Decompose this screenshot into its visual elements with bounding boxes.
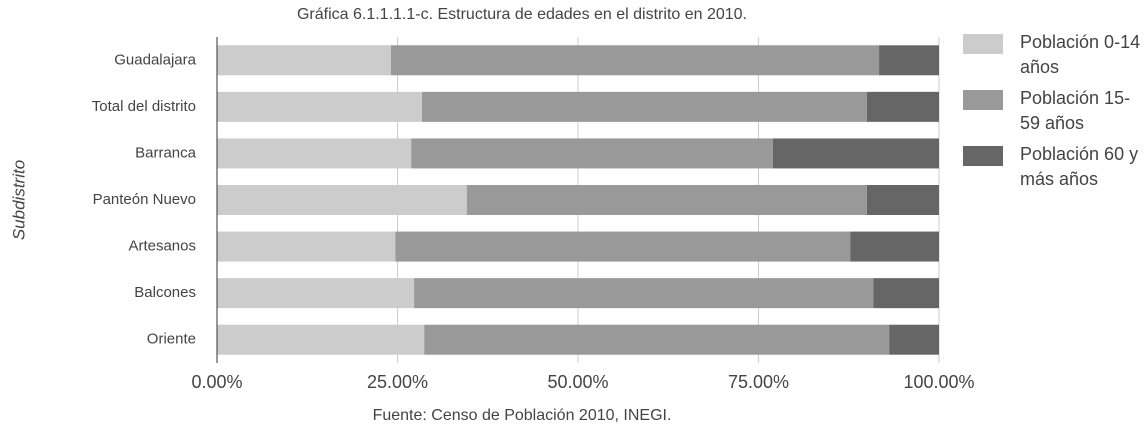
legend-item: Población 15-59 años [963,86,1145,136]
legend-label: Población 0-14 años [1020,32,1141,77]
bar-segment [866,185,939,215]
bar-segment [217,138,412,169]
y-tick-label: Barranca [135,144,197,161]
legend-item: Población 0-14 años [963,30,1145,80]
bar-segment [850,231,939,262]
y-tick-label: Oriente [147,331,196,348]
bar-segment [772,138,939,169]
y-tick-label: Balcones [134,284,196,301]
bar-segment [217,91,423,122]
bar-segment [217,185,467,215]
bar-segment [391,45,880,76]
chart-title: Gráfica 6.1.1.1.1-c. Estructura de edade… [297,6,747,23]
bar-segment [866,91,939,122]
y-axis-title: Subdistrito [9,160,28,240]
bar-segment [879,45,939,76]
legend-swatch [963,146,1003,166]
legend-swatch [963,34,1003,54]
x-tick-label: 25.00% [367,372,428,392]
bar-segment [411,138,773,169]
x-tick-label: 0.00% [191,372,242,392]
source-note: Fuente: Censo de Población 2010, INEGI. [373,407,672,424]
bar-segment [217,324,425,355]
legend: Población 0-14 años Población 15-59 años P… [963,30,1146,198]
bar-segment [217,45,392,76]
legend-swatch [963,90,1003,110]
x-tick-label: 75.00% [728,372,789,392]
bar-segment [395,231,851,262]
y-tick-label: Guadalajara [114,51,196,68]
bar-segment [873,278,939,309]
y-tick-label: Panteón Nuevo [93,191,196,208]
y-tick-label: Artesanos [128,238,196,255]
bar-segment [422,91,867,122]
x-tick-label: 100.00% [903,372,974,392]
y-tick-label: Total del distrito [92,98,196,115]
legend-label: Población 15-59 años [1020,88,1131,133]
bar-segment [424,324,890,355]
bar-segment [466,185,867,215]
bar-segment [217,231,396,262]
legend-label: Población 60 y más años [1020,144,1139,189]
bar-segment [414,278,874,309]
bar-segment [889,324,939,355]
bar-segment [217,278,415,309]
x-tick-label: 50.00% [547,372,608,392]
legend-item: Población 60 y más años [963,142,1145,192]
